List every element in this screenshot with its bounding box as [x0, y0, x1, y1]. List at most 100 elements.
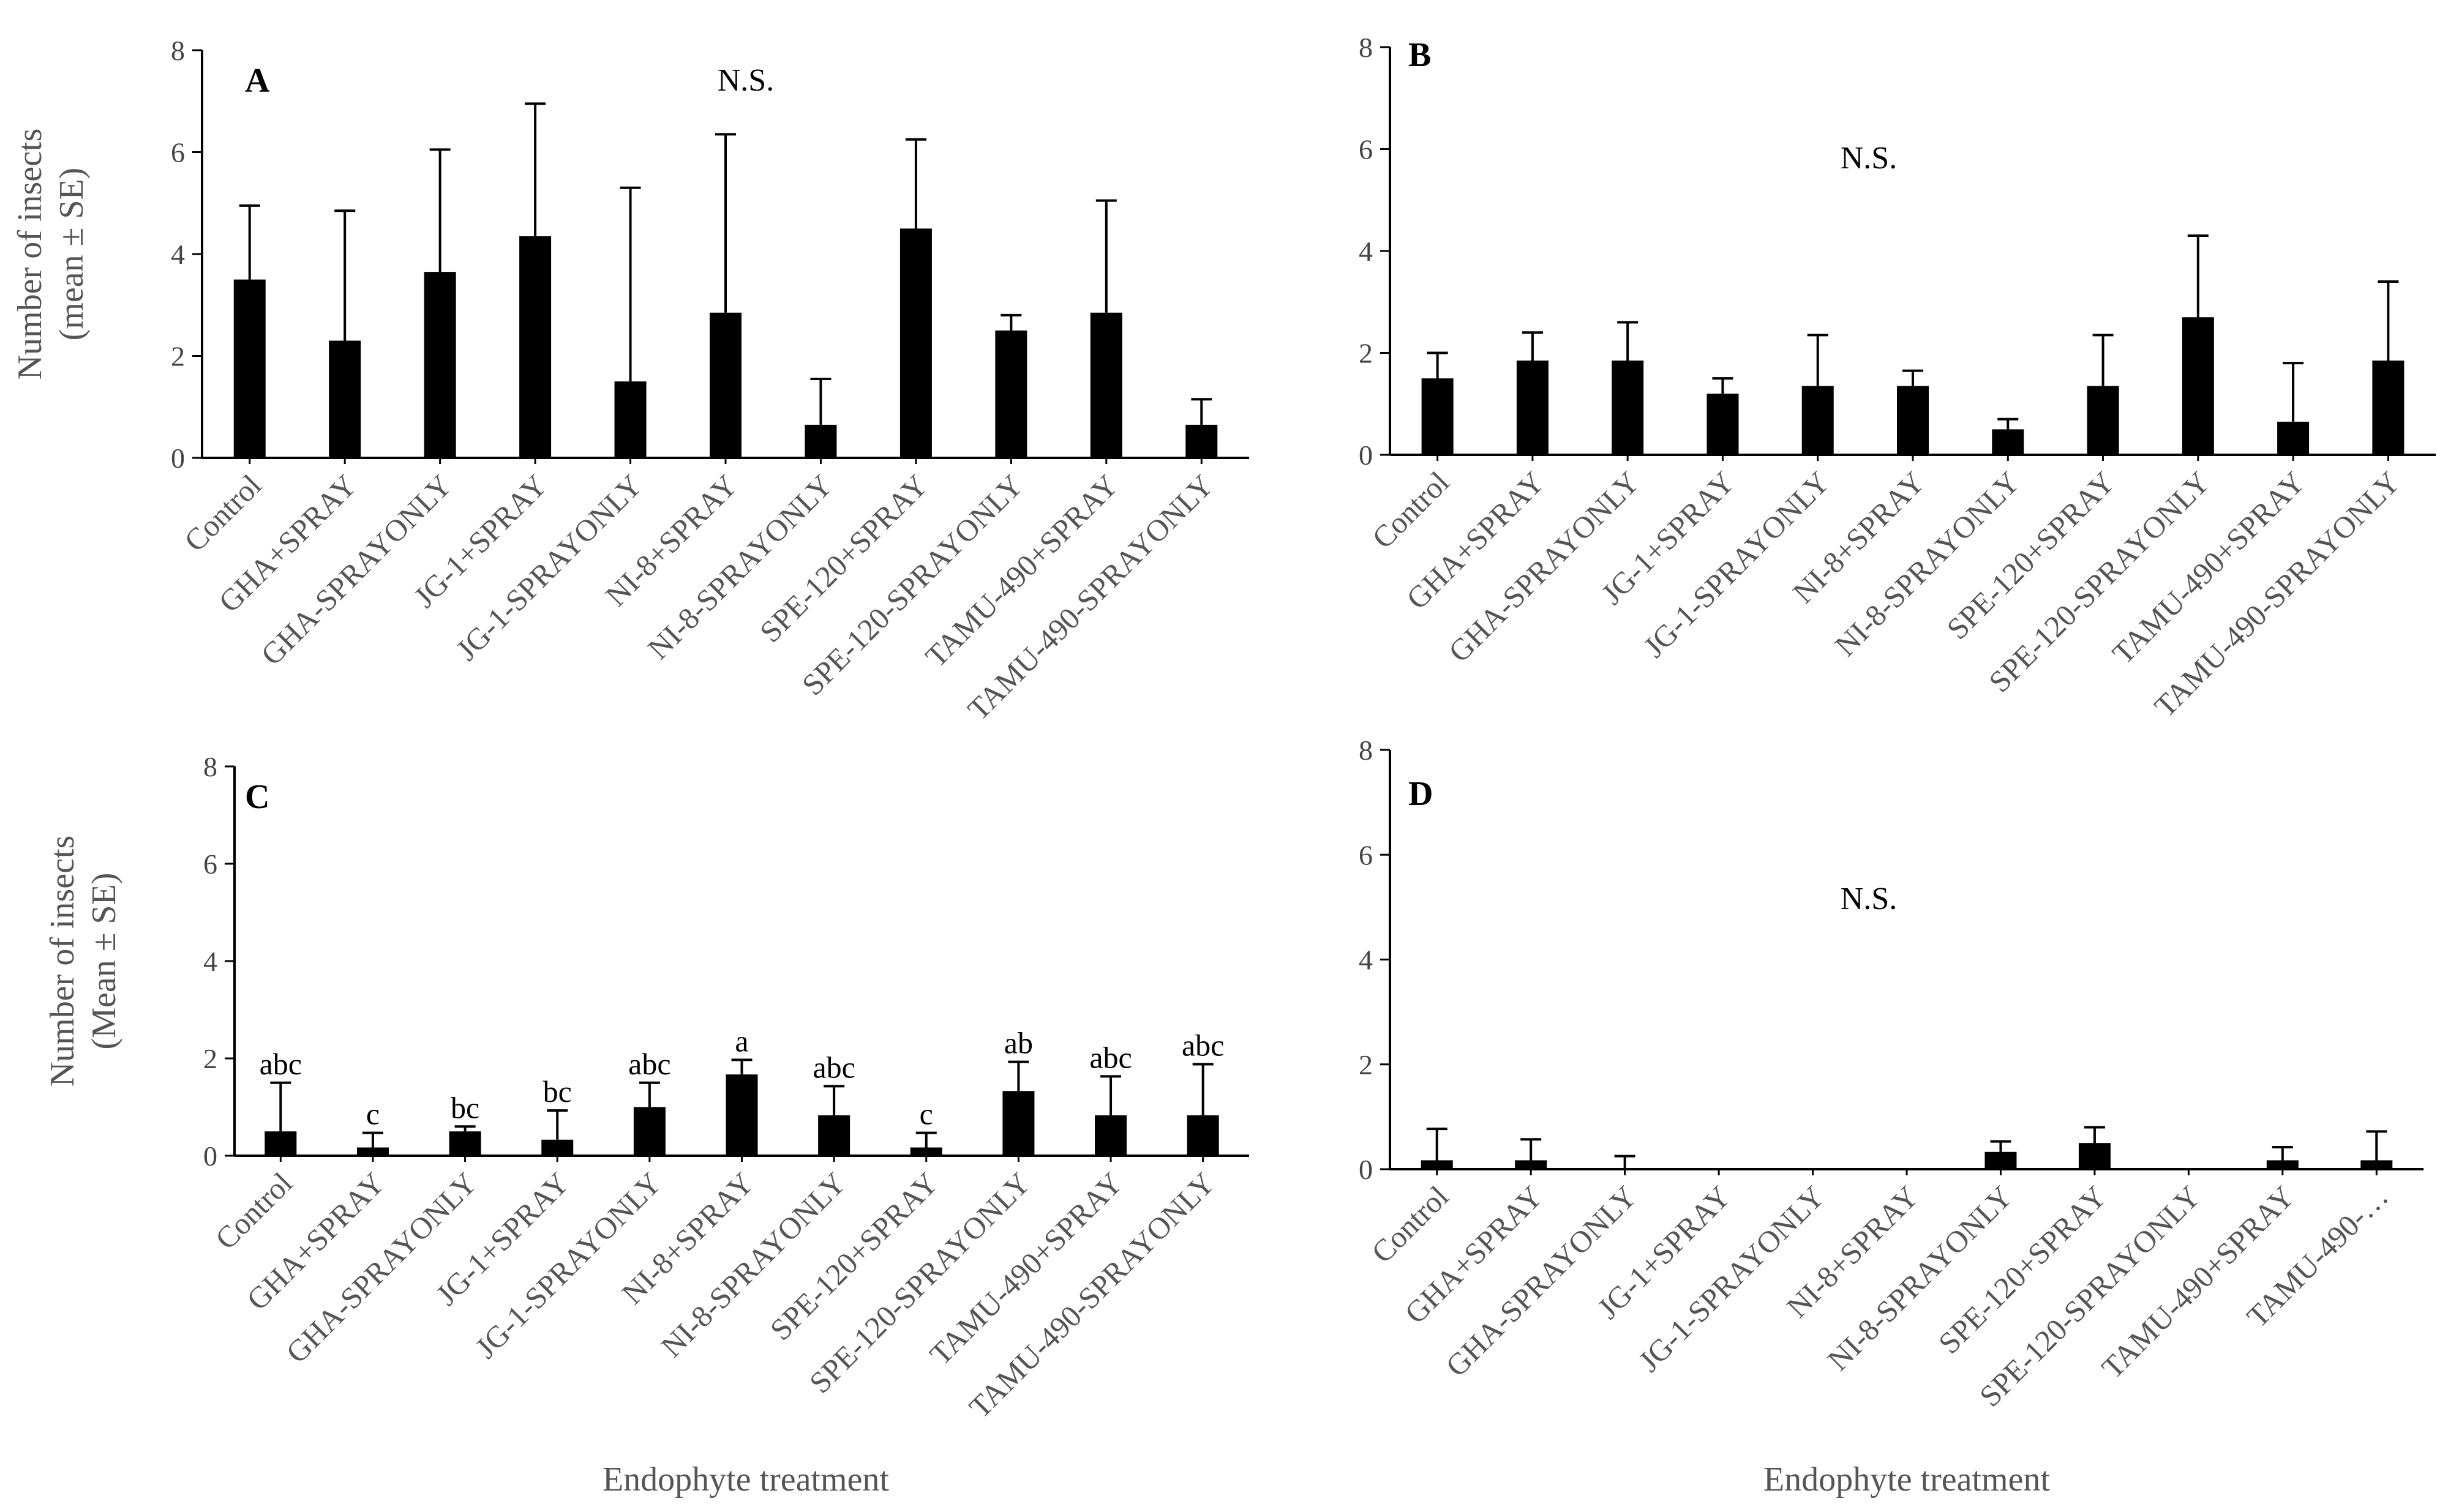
- x-axis-title: Endophyte treatment: [603, 1461, 890, 1499]
- panel-a: 0 2 4 6 8 A N.S. Number of insects (mean ± SE) Co…: [11, 35, 1249, 727]
- x-axis-title: Endophyte treatment: [1763, 1461, 2051, 1499]
- bar: [2266, 1160, 2299, 1169]
- y-axis-title: Number of insects: [43, 836, 81, 1087]
- panel-label: C: [245, 778, 269, 816]
- bar: [633, 1107, 666, 1156]
- bar: [1095, 1115, 1127, 1156]
- y-tick-label: 8: [171, 35, 185, 66]
- significance-letter: c: [366, 1097, 380, 1131]
- y-tick-label: 6: [171, 137, 185, 168]
- y-axis-title: (Mean ± SE): [85, 873, 123, 1050]
- category-label: SPE-120+SPRAY: [1932, 1179, 2113, 1360]
- bar: [1002, 1091, 1035, 1156]
- panel-label: A: [245, 62, 270, 100]
- y-tick-label: 2: [1359, 1049, 1373, 1080]
- y-tick-label: 8: [1359, 735, 1373, 766]
- bar: [2182, 317, 2214, 455]
- y-tick-label: 6: [1359, 134, 1373, 165]
- bar: [1515, 1160, 1547, 1169]
- y-tick-label: 2: [203, 1043, 217, 1074]
- bar: [2360, 1160, 2393, 1169]
- bar: [995, 330, 1027, 458]
- bar: [899, 228, 932, 458]
- bar: [614, 381, 647, 458]
- significance-letter: ab: [1004, 1026, 1033, 1060]
- bar: [265, 1131, 297, 1156]
- significance-letter: bc: [543, 1074, 572, 1109]
- significance-letter: a: [735, 1024, 748, 1058]
- significance-letter: abc: [813, 1050, 855, 1084]
- y-tick-label: 0: [1359, 1154, 1373, 1185]
- panel-c: 0 2 4 6 8C Number of insects (Mean ± SE) Endoph…: [43, 751, 1249, 1499]
- category-label: Control: [1365, 465, 1456, 555]
- y-tick-label: 0: [1359, 440, 1373, 471]
- bar: [2277, 421, 2310, 455]
- significance-letter: c: [920, 1097, 933, 1131]
- bar: [329, 340, 361, 458]
- y-tick-label: 2: [171, 341, 185, 372]
- y-tick-label: 0: [203, 1140, 217, 1172]
- bar: [1897, 386, 1929, 455]
- bar: [1516, 360, 1549, 455]
- bar: [1612, 360, 1644, 455]
- y-tick-label: 4: [171, 239, 185, 270]
- bar: [1187, 1115, 1219, 1156]
- bar: [519, 236, 552, 458]
- bar: [1992, 429, 2024, 455]
- significance-annotation: N.S.: [718, 63, 774, 98]
- bar: [541, 1139, 574, 1156]
- y-axis-title: (mean ± SE): [53, 168, 91, 341]
- bar: [1984, 1151, 2017, 1169]
- significance-annotation: N.S.: [1841, 141, 1897, 176]
- bar: [233, 279, 266, 458]
- bar: [2078, 1143, 2111, 1169]
- y-tick-label: 8: [203, 751, 217, 782]
- category-label: NI-8-SPRAYONLY: [641, 468, 839, 666]
- category-label: Control: [178, 468, 268, 558]
- category-label: SPE-120+SPRAY: [753, 468, 934, 649]
- y-tick-label: 4: [1359, 236, 1373, 267]
- bar: [818, 1115, 850, 1156]
- bar: [710, 312, 742, 458]
- y-tick-label: 8: [1359, 32, 1373, 63]
- panel-label: B: [1408, 36, 1431, 74]
- bar: [1706, 394, 1739, 455]
- bar: [805, 424, 837, 458]
- bar: [449, 1131, 481, 1156]
- y-tick-label: 2: [1359, 338, 1373, 369]
- significance-letter: abc: [260, 1047, 302, 1081]
- significance-letter: abc: [1089, 1040, 1132, 1074]
- y-tick-label: 0: [171, 443, 185, 474]
- y-tick-label: 4: [1359, 945, 1373, 976]
- category-label: SPE-120+SPRAY: [1940, 465, 2121, 646]
- bar: [1421, 378, 1454, 455]
- y-tick-label: 6: [203, 848, 217, 880]
- bar: [1185, 424, 1218, 458]
- bar: [726, 1074, 758, 1156]
- bar: [1090, 312, 1122, 458]
- bar: [356, 1147, 389, 1156]
- category-label: Control: [208, 1166, 299, 1256]
- bar: [2087, 386, 2119, 455]
- y-tick-label: 4: [203, 946, 217, 977]
- category-label: JG-1-SPRAYONLY: [1637, 465, 1836, 664]
- significance-annotation: N.S.: [1841, 881, 1897, 916]
- category-label: JG-1-SPRAYONLY: [449, 468, 649, 667]
- category-label: Control: [1365, 1179, 1455, 1270]
- panel-label: D: [1408, 775, 1433, 813]
- category-label: NI-8-SPRAYONLY: [1828, 465, 2027, 663]
- bar: [1801, 386, 1834, 455]
- bar: [424, 272, 456, 458]
- y-axis-title: Number of insects: [11, 129, 49, 380]
- bar: [2372, 360, 2405, 455]
- category-label: SPE-120+SPRAY: [764, 1166, 945, 1347]
- bar: [1421, 1160, 1453, 1169]
- y-tick-label: 6: [1359, 839, 1373, 870]
- significance-letter: abc: [1182, 1028, 1224, 1063]
- significance-letter: abc: [628, 1047, 670, 1081]
- significance-letter: bc: [451, 1090, 479, 1125]
- bar: [910, 1147, 942, 1156]
